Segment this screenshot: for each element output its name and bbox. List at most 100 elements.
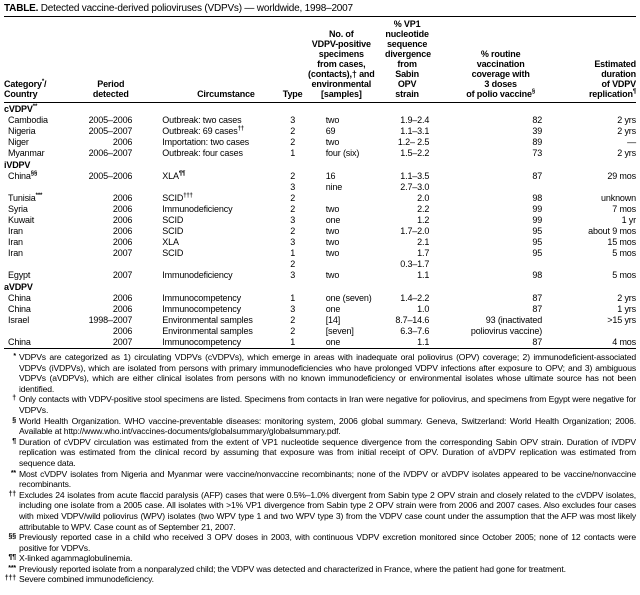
category-value: Kuwait bbox=[8, 215, 35, 225]
cell-specimens: one bbox=[306, 304, 377, 315]
category-value: China bbox=[8, 337, 31, 347]
footnote: †† Excludes 24 isolates from acute flacci… bbox=[4, 490, 637, 532]
cell-vp1-divergence: 1.1–3.5 bbox=[377, 171, 429, 182]
duration-value: 2 yrs bbox=[617, 148, 636, 158]
cell-coverage: 39 bbox=[429, 126, 542, 137]
cell-category: China bbox=[4, 293, 75, 304]
vp1-divergence-value: 1.7–2.0 bbox=[400, 226, 430, 236]
vp1-divergence-value: 1.2– 2.5 bbox=[397, 137, 430, 147]
cell-coverage: 82 bbox=[429, 115, 542, 126]
cell-category: Myanmar bbox=[4, 148, 75, 159]
cell-category bbox=[4, 182, 75, 193]
cell-period: 2006 bbox=[75, 237, 133, 248]
cell-duration: 1 yr bbox=[542, 215, 637, 226]
cell-period: 2006 bbox=[75, 137, 133, 148]
footnote-mark: †† bbox=[8, 490, 17, 498]
coverage-value: 87 bbox=[532, 304, 543, 314]
footnote-mark: *** bbox=[8, 564, 16, 572]
cell-circumstance: Immunocompetency bbox=[132, 304, 279, 315]
category-value: Nigeria bbox=[8, 126, 36, 136]
cell-type: 2 bbox=[280, 204, 306, 215]
cell-period: 2006 bbox=[75, 326, 133, 337]
duration-value: unknown bbox=[601, 193, 636, 203]
coverage-value: 82 bbox=[532, 115, 543, 125]
cell-specimens: 69 bbox=[306, 126, 377, 137]
footnote: ¶ Duration of cVDPV circulation was estim… bbox=[4, 437, 636, 469]
coverage-value: 95 bbox=[532, 248, 543, 258]
table-row: Iran 2006 SCID 2 two 1.7–2.0 95 about 9 mos bbox=[4, 226, 636, 237]
cell-period: 2007 bbox=[75, 270, 133, 281]
coverage-value: 87 bbox=[532, 293, 543, 303]
cell-specimens: two bbox=[306, 137, 377, 148]
type-value: 1 bbox=[290, 148, 296, 158]
duration-value: 2 yrs bbox=[617, 115, 636, 125]
footnote-mark: ** bbox=[32, 104, 38, 110]
cell-period: 2005–2006 bbox=[75, 115, 133, 126]
coverage-value: 87 bbox=[532, 337, 543, 347]
cell-vp1-divergence: 2.1 bbox=[377, 237, 429, 248]
coverage-value: 98 bbox=[532, 193, 543, 203]
vp1-divergence-value: 1.7 bbox=[417, 248, 430, 258]
vp1-divergence-value: 0.3–1.7 bbox=[400, 259, 430, 269]
cell-vp1-divergence: 1.2– 2.5 bbox=[377, 137, 429, 148]
coverage-value: 95 bbox=[532, 237, 543, 247]
coverage-value: 99 bbox=[532, 215, 543, 225]
category-value: Syria bbox=[8, 204, 28, 214]
title-prefix: TABLE. bbox=[4, 3, 39, 14]
period-value: 2007 bbox=[112, 270, 133, 280]
cell-period: 2005–2007 bbox=[75, 126, 133, 137]
footnote-text: X-linked agammaglobulinemia. bbox=[19, 553, 133, 564]
circumstance-value: Outbreak: 69 cases bbox=[162, 126, 238, 136]
cell-circumstance: SCID bbox=[132, 226, 279, 237]
cell-coverage: 89 bbox=[429, 137, 542, 148]
period-value: 2006 bbox=[112, 293, 133, 303]
circumstance-value: XLA bbox=[162, 171, 179, 181]
cell-vp1-divergence: 1.4–2.2 bbox=[377, 293, 429, 304]
vp1-divergence-value: 1.5–2.2 bbox=[400, 148, 430, 158]
cell-type: 1 bbox=[279, 337, 306, 349]
cell-category: Nigeria bbox=[4, 126, 75, 137]
cell-vp1-divergence: 1.2 bbox=[377, 215, 429, 226]
vp1-divergence-value: 2.0 bbox=[417, 193, 430, 203]
cell-specimens: two bbox=[306, 248, 377, 259]
footnote: §§ Previously reported case in a child wh… bbox=[4, 532, 637, 553]
cell-duration: unknown bbox=[542, 193, 636, 204]
cell-circumstance: Outbreak: 69 cases†† bbox=[132, 126, 279, 137]
table-row: Niger 2006 Importation: two cases 2 two 1.2– … bbox=[4, 137, 636, 148]
cell-circumstance bbox=[132, 259, 279, 270]
category-value: Iran bbox=[8, 248, 23, 258]
type-value: 2 bbox=[290, 204, 296, 214]
circumstance-value: Immunocompetency bbox=[162, 304, 241, 314]
top-rule bbox=[4, 16, 636, 17]
cell-circumstance: Environmental samples bbox=[132, 326, 279, 337]
period-value: 2007 bbox=[112, 337, 133, 347]
cell-category: Iran bbox=[4, 226, 75, 237]
vdpv-table: Category*/Country Period detected Circumsta… bbox=[4, 17, 636, 349]
period-value: 2007 bbox=[112, 248, 133, 258]
cell-coverage: 87 bbox=[429, 337, 542, 349]
cell-coverage: 95 bbox=[429, 237, 542, 248]
table-row: 2006 Environmental samples 2 [seven] 6.3–7.6… bbox=[4, 326, 636, 337]
cell-coverage: 93 (inactivated bbox=[429, 315, 542, 326]
cell-duration: 1 yrs bbox=[542, 304, 636, 315]
period-value: 2006 bbox=[112, 237, 133, 247]
cell-vp1-divergence: 1.7–2.0 bbox=[377, 226, 429, 237]
cell-period bbox=[75, 259, 132, 270]
circumstance-value: SCID bbox=[162, 248, 184, 258]
cell-category: China bbox=[4, 337, 76, 349]
type-value: 2 bbox=[290, 226, 296, 236]
cell-specimens: two bbox=[306, 270, 377, 281]
duration-value: 4 mos bbox=[612, 337, 636, 347]
coverage-value: 87 bbox=[532, 171, 543, 181]
cell-duration: 5 mos bbox=[542, 270, 636, 281]
type-value: 1 bbox=[290, 337, 296, 347]
period-value: 2005–2006 bbox=[88, 115, 133, 125]
type-value: 2 bbox=[290, 326, 296, 336]
category-value: Iran bbox=[8, 226, 23, 236]
category-label: aVDPV bbox=[4, 281, 636, 293]
circumstance-value: SCID bbox=[162, 193, 184, 203]
cell-type: 3 bbox=[280, 270, 306, 281]
cell-category: Tunisia*** bbox=[4, 193, 75, 204]
specimens-value: 69 bbox=[325, 126, 336, 136]
cell-vp1-divergence: 2.0 bbox=[377, 193, 429, 204]
